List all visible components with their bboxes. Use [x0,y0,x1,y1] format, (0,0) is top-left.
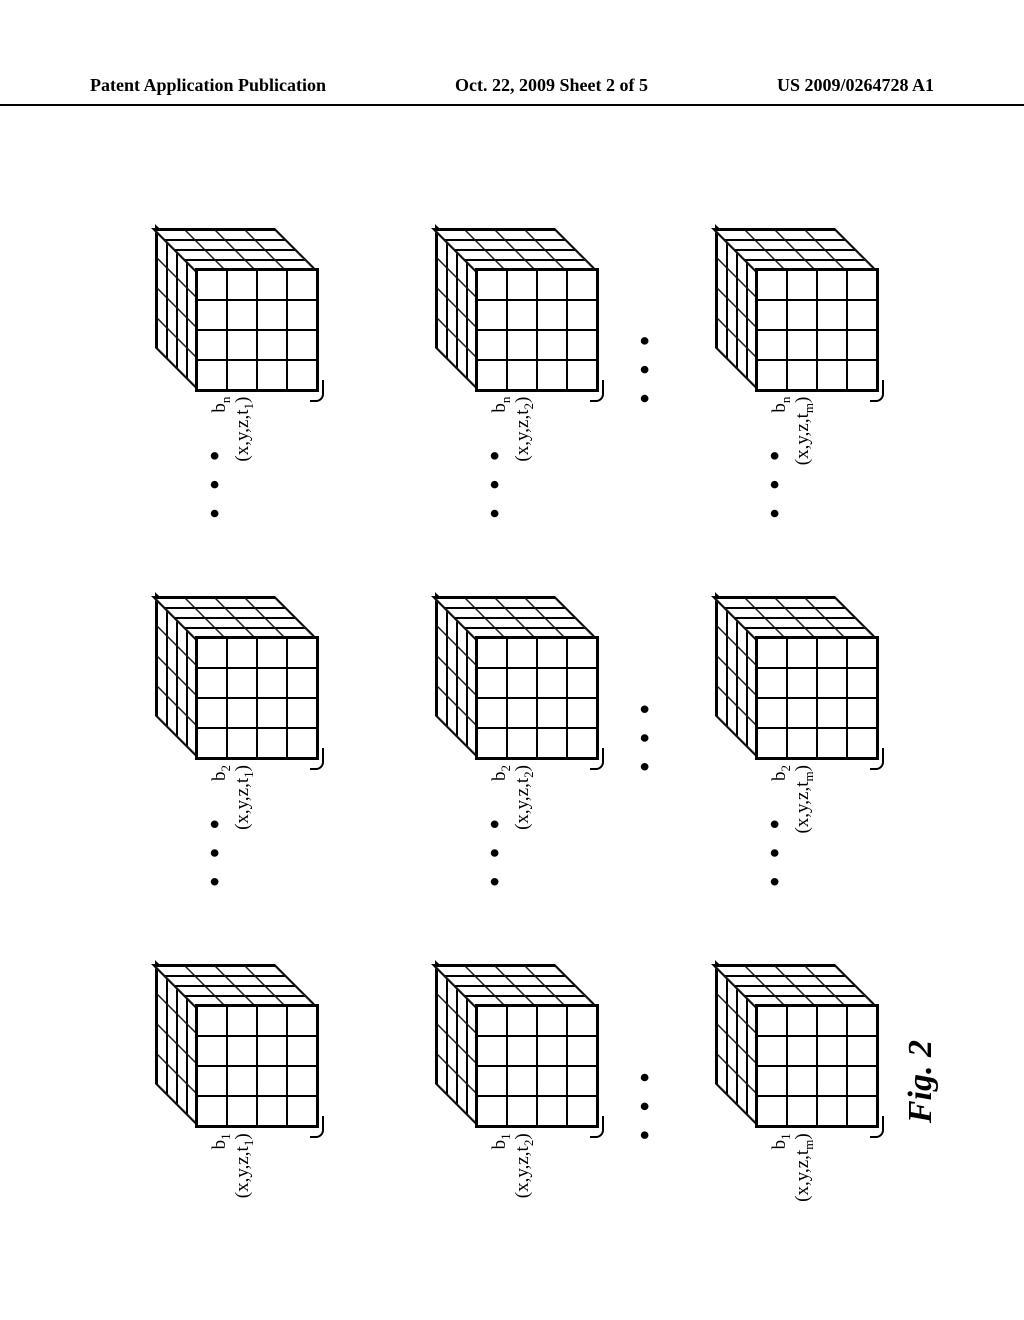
cube-cell-r2-c2: bn (x,y,z,tm) • • • • • • [680,150,910,473]
voxel-cube-icon [155,232,315,392]
voxel-cube-icon [435,600,595,760]
figure-2: b1 (x,y,z,t1) b2 (x,y,z,t1) [120,150,910,1210]
header-left: Patent Application Publication [90,75,326,96]
cube-cell-r1-c2: bn (x,y,z,t2) • • • [400,150,630,473]
voxel-cube-icon [435,232,595,392]
ellipsis-icon: • • • [480,445,512,518]
figure-caption: Fig. 2 [902,1040,940,1123]
ellipsis-icon: • • • [200,813,232,886]
ellipsis-icon: • • • [480,813,512,886]
cube-label-b1-t2: b1 (x,y,z,t2) [490,1133,536,1218]
cube-grid: b1 (x,y,z,t1) b2 (x,y,z,t1) [120,150,910,1210]
voxel-cube-icon [715,600,875,760]
cube-cell-r2-c0: b1 (x,y,z,tm) • • • [680,887,910,1210]
ellipsis-icon: • • • [630,330,662,403]
cube-cell-r0-c0: b1 (x,y,z,t1) [120,887,350,1210]
voxel-cube-icon [435,968,595,1128]
cube-label-b1-t1: b1 (x,y,z,t1) [210,1133,256,1218]
ellipsis-icon: • • • [200,445,232,518]
header-right: US 2009/0264728 A1 [777,75,934,96]
cube-cell-r1-c0: b1 (x,y,z,t2) [400,887,630,1210]
ellipsis-icon: • • • [760,445,792,518]
cube-cell-r0-c1: b2 (x,y,z,t1) • • • [120,518,350,841]
ellipsis-icon: • • • [630,1067,662,1140]
cube-cell-r1-c1: b2 (x,y,z,t2) • • • [400,518,630,841]
header-center: Oct. 22, 2009 Sheet 2 of 5 [455,75,648,96]
cube-label-b1-tm: b1 (x,y,z,tm) [770,1133,816,1218]
cube-cell-r2-c1: b2 (x,y,z,tm) • • • • • • [680,518,910,841]
cube-cell-r0-c2: bn (x,y,z,t1) • • • [120,150,350,473]
ellipsis-icon: • • • [760,813,792,886]
voxel-cube-icon [155,968,315,1128]
page-header: Patent Application Publication Oct. 22, … [0,75,1024,106]
voxel-cube-icon [715,232,875,392]
voxel-cube-icon [155,600,315,760]
voxel-cube-icon [715,968,875,1128]
ellipsis-icon: • • • [630,698,662,771]
